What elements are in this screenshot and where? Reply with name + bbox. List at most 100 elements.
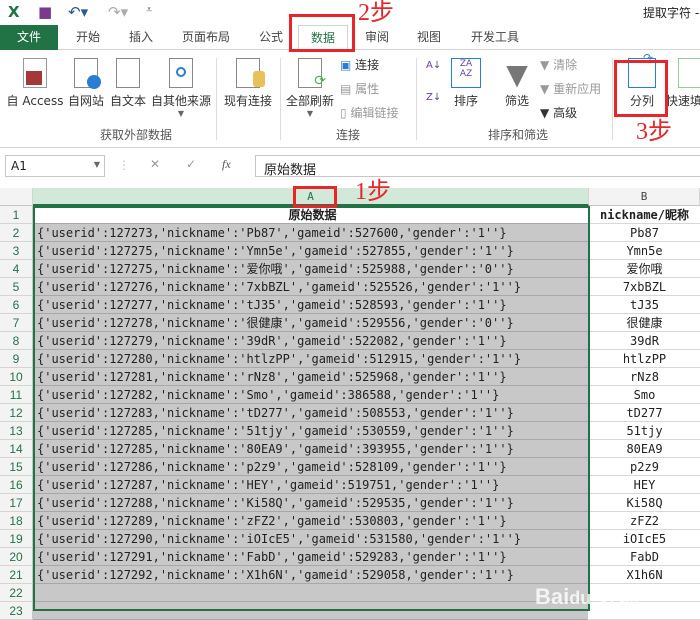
cancel-icon[interactable]: ✕ [150, 157, 161, 171]
cell-b[interactable] [589, 584, 700, 602]
from-other-sources-button[interactable]: 自其他来源 ▼ [150, 58, 212, 118]
row-header[interactable]: 1 [0, 206, 33, 224]
cell-a[interactable]: {'userid':127273,'nickname':'Pb87','game… [33, 224, 588, 242]
cell-b[interactable]: 7xbBZL [589, 278, 700, 296]
name-box[interactable]: A1 ▼ [5, 155, 105, 177]
clear-button[interactable]: ▼ 清除 [540, 56, 577, 73]
text-to-columns-button[interactable]: ↷ 分列 [620, 51, 664, 109]
cell-b[interactable]: 51tjy [589, 422, 700, 440]
cell-b[interactable]: 很健康 [589, 314, 700, 332]
row-header[interactable]: 17 [0, 494, 33, 512]
cell-a[interactable]: {'userid':127286,'nickname':'p2z9','game… [33, 458, 588, 476]
tab-home[interactable]: 开始 [75, 30, 100, 44]
redo-icon[interactable]: ↷▾ [108, 3, 129, 21]
row-header[interactable]: 7 [0, 314, 33, 332]
cell-a[interactable]: {'userid':127276,'nickname':'7xbBZL','ga… [33, 278, 588, 296]
tab-review[interactable]: 审阅 [364, 30, 389, 44]
cell-a[interactable]: {'userid':127290,'nickname':'iOIcE5','ga… [33, 530, 588, 548]
row-header[interactable]: 4 [0, 260, 33, 278]
cell-b[interactable]: zFZ2 [589, 512, 700, 530]
cell-a[interactable]: {'userid':127279,'nickname':'39dR','game… [33, 332, 588, 350]
cell-b[interactable]: X1h6N [589, 566, 700, 584]
connections-button[interactable]: ▣ 连接 [340, 56, 379, 73]
cell-a[interactable]: {'userid':127285,'nickname':'80EA9','gam… [33, 440, 588, 458]
cell-b[interactable]: Ymn5e [589, 242, 700, 260]
row-header[interactable]: 9 [0, 350, 33, 368]
tab-formulas[interactable]: 公式 [258, 30, 283, 44]
cell-a[interactable] [33, 584, 588, 602]
column-header-b[interactable]: B [589, 188, 700, 206]
cell-a[interactable]: {'userid':127282,'nickname':'Smo','gamei… [33, 386, 588, 404]
cell-a[interactable] [33, 602, 588, 620]
select-all-corner[interactable] [0, 188, 33, 206]
cell-a[interactable]: {'userid':127292,'nickname':'X1h6N','gam… [33, 566, 588, 584]
from-access-button[interactable]: 自 Access [4, 58, 66, 109]
filter-button[interactable]: ▼ 筛选 [500, 58, 534, 109]
edit-links-button[interactable]: ▯ 编辑链接 [340, 104, 398, 121]
cell-b[interactable]: 80EA9 [589, 440, 700, 458]
tab-data[interactable]: 数据 [298, 25, 348, 50]
row-header[interactable]: 14 [0, 440, 33, 458]
cell-b[interactable]: rNz8 [589, 368, 700, 386]
from-web-button[interactable]: 自网站 [66, 58, 106, 109]
chevron-down-icon[interactable]: ▼ [93, 160, 100, 169]
row-header[interactable]: 20 [0, 548, 33, 566]
cell-b[interactable]: nickname/昵称 [589, 206, 700, 224]
customize-icon[interactable]: ⩡ [146, 3, 153, 16]
row-header[interactable]: 18 [0, 512, 33, 530]
row-header[interactable]: 5 [0, 278, 33, 296]
row-header[interactable]: 16 [0, 476, 33, 494]
tab-insert[interactable]: 插入 [128, 30, 153, 44]
cell-b[interactable]: Ki58Q [589, 494, 700, 512]
cell-b[interactable]: HEY [589, 476, 700, 494]
insert-function-icon[interactable]: fx [222, 157, 231, 171]
cell-a[interactable]: {'userid':127289,'nickname':'zFZ2','game… [33, 512, 588, 530]
reapply-button[interactable]: ▼ 重新应用 [540, 80, 601, 97]
row-header[interactable]: 11 [0, 386, 33, 404]
cell-a[interactable]: {'userid':127280,'nickname':'htlzPP','ga… [33, 350, 588, 368]
row-header[interactable]: 2 [0, 224, 33, 242]
row-header[interactable]: 23 [0, 602, 33, 620]
cell-a[interactable]: {'userid':127287,'nickname':'HEY','gamei… [33, 476, 588, 494]
tab-view[interactable]: 视图 [416, 30, 441, 44]
cell-a[interactable]: {'userid':127285,'nickname':'51tjy','gam… [33, 422, 588, 440]
sort-a-z-icon[interactable]: A↓ [426, 60, 442, 71]
enter-icon[interactable]: ✓ [186, 157, 197, 171]
flash-fill-button[interactable]: 快速填 [666, 58, 700, 109]
cell-b[interactable]: Pb87 [589, 224, 700, 242]
cell-a[interactable]: {'userid':127288,'nickname':'Ki58Q','gam… [33, 494, 588, 512]
row-header[interactable]: 15 [0, 458, 33, 476]
tab-file[interactable]: 文件 [0, 25, 58, 50]
formula-input[interactable]: 原始数据 [255, 155, 700, 178]
cell-a[interactable]: {'userid':127275,'nickname':'爱你哦','gamei… [33, 260, 588, 278]
cell-a[interactable]: {'userid':127278,'nickname':'很健康','gamei… [33, 314, 588, 332]
cell-b[interactable]: Smo [589, 386, 700, 404]
row-header[interactable]: 12 [0, 404, 33, 422]
existing-connections-button[interactable]: 现有连接 [220, 58, 276, 109]
undo-icon[interactable]: ↶▾ [68, 3, 89, 21]
spreadsheet-grid[interactable]: A B 1 原始数据 nickname/昵称 2 {'userid':12727… [0, 188, 700, 620]
cell-a[interactable]: 原始数据 [33, 206, 588, 224]
cell-b[interactable]: p2z9 [589, 458, 700, 476]
properties-button[interactable]: ▤ 属性 [340, 80, 379, 97]
from-text-button[interactable]: 自文本 [108, 58, 148, 109]
cell-a[interactable]: {'userid':127275,'nickname':'Ymn5e','gam… [33, 242, 588, 260]
row-header[interactable]: 3 [0, 242, 33, 260]
cell-a[interactable]: {'userid':127283,'nickname':'tD277','gam… [33, 404, 588, 422]
row-header[interactable]: 10 [0, 368, 33, 386]
row-header[interactable]: 6 [0, 296, 33, 314]
row-header[interactable]: 21 [0, 566, 33, 584]
cell-b[interactable]: tJ35 [589, 296, 700, 314]
tab-page-layout[interactable]: 页面布局 [181, 30, 230, 44]
cell-b[interactable]: iOIcE5 [589, 530, 700, 548]
cell-b[interactable]: htlzPP [589, 350, 700, 368]
cell-b[interactable]: FabD [589, 548, 700, 566]
row-header[interactable]: 22 [0, 584, 33, 602]
cell-b[interactable]: 39dR [589, 332, 700, 350]
cell-a[interactable]: {'userid':127281,'nickname':'rNz8','game… [33, 368, 588, 386]
cell-b[interactable]: 爱你哦 [589, 260, 700, 278]
cell-a[interactable]: {'userid':127277,'nickname':'tJ35','game… [33, 296, 588, 314]
row-header[interactable]: 19 [0, 530, 33, 548]
advanced-button[interactable]: ▼ 高级 [540, 104, 577, 121]
cell-b[interactable]: tD277 [589, 404, 700, 422]
